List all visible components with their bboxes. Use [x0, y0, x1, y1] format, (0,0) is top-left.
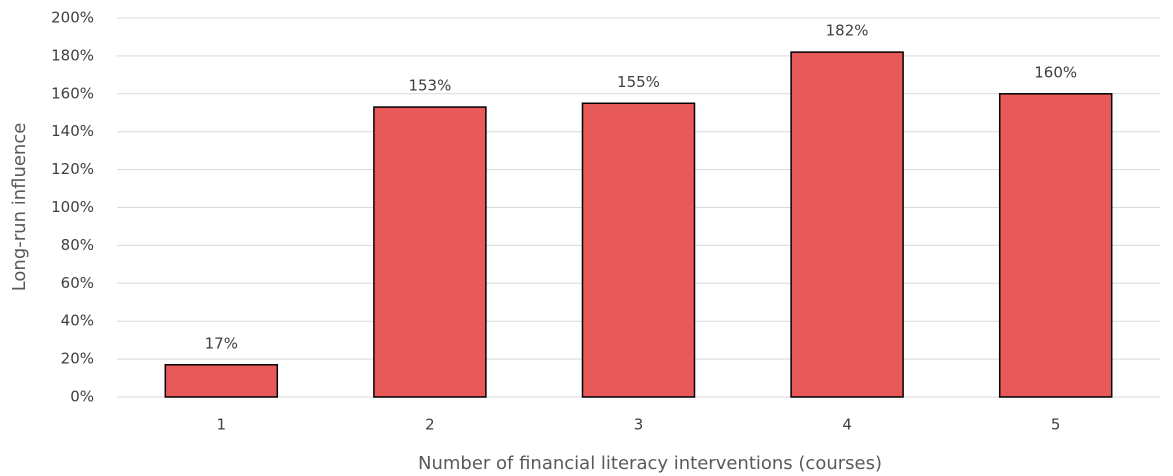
x-tick-label: 2 [425, 416, 435, 434]
value-label: 17% [205, 334, 238, 352]
y-tick-label: 180% [51, 46, 94, 64]
y-tick-label: 120% [51, 160, 94, 178]
bar [998, 93, 1113, 398]
y-tick-label: 200% [51, 9, 94, 27]
y-tick-label: 0% [70, 388, 94, 406]
bar [581, 102, 696, 398]
value-label: 155% [617, 73, 660, 91]
y-tick-label: 160% [51, 84, 94, 102]
value-label: 160% [1034, 63, 1077, 81]
x-tick-label: 4 [842, 416, 852, 434]
x-tick-label: 1 [217, 416, 227, 434]
value-label: 182% [826, 22, 869, 40]
y-tick-label: 40% [61, 312, 94, 330]
bar [790, 51, 904, 398]
y-tick-label: 100% [51, 198, 94, 216]
x-axis-title: Number of financial literacy interventio… [418, 453, 882, 474]
y-tick-label: 60% [61, 274, 94, 292]
y-axis-title: Long-run influence [9, 123, 30, 292]
x-tick-label: 5 [1051, 416, 1061, 434]
bar [164, 364, 279, 398]
y-tick-label: 20% [61, 350, 94, 368]
x-tick-label: 3 [634, 416, 644, 434]
y-tick-label: 140% [51, 122, 94, 140]
value-label: 153% [408, 77, 451, 95]
y-tick-label: 80% [61, 236, 94, 254]
bar [373, 106, 487, 398]
